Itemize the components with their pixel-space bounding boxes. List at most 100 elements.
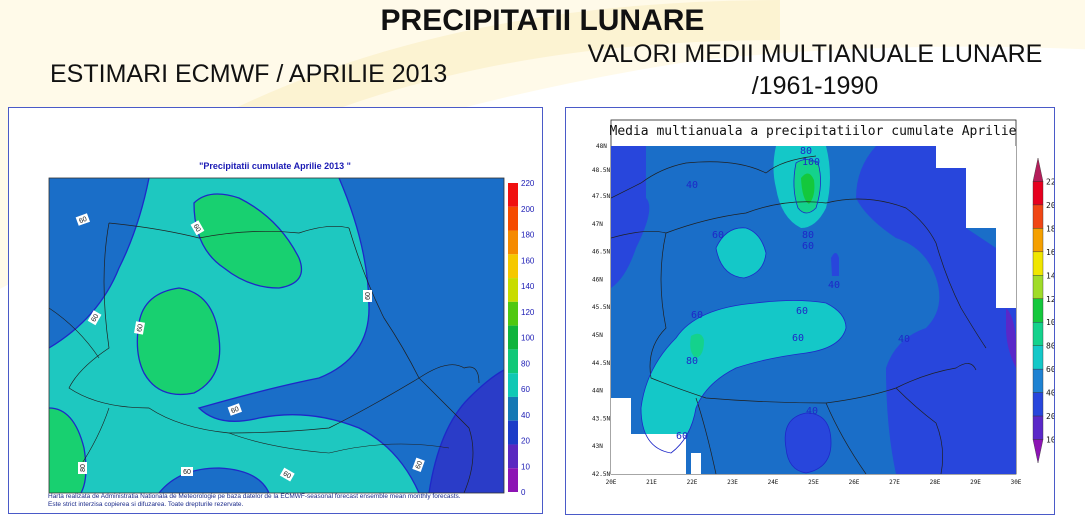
lon-label: 30E (1011, 479, 1022, 486)
legend-swatch (508, 301, 518, 326)
contour-label: 80 (802, 230, 814, 241)
band-60-80-north (194, 194, 302, 288)
country-borders-right (611, 198, 987, 474)
legend-swatch (508, 373, 518, 397)
lat-label: 43.5N (592, 415, 610, 422)
lon-label: 23E (727, 479, 738, 486)
legend-label: 120 (521, 308, 535, 317)
contour-label: 80 (800, 146, 812, 157)
contour-label: 80 (80, 464, 87, 472)
page-title: PRECIPITATII LUNARE (380, 4, 705, 37)
right-heading-line2: /1961-1990 (751, 72, 879, 100)
legend-swatch (1032, 439, 1044, 464)
contour-label: 60 (676, 431, 688, 442)
lat-label: 44N (592, 388, 603, 395)
legend-label: 10 (521, 462, 530, 471)
legend-label: 100 (1046, 318, 1054, 327)
contour-label: 40 (686, 180, 698, 191)
band-40-60-east (199, 178, 504, 493)
left-map-heading: ESTIMARI ECMWF / APRILIE 2013 (50, 60, 448, 88)
right-map-field (611, 146, 1016, 474)
legend-label: 160 (1046, 248, 1054, 257)
contour-label: 60 (183, 469, 191, 476)
legend-label: 80 (521, 359, 530, 368)
lon-label: 27E (889, 479, 900, 486)
contour-label: 40 (828, 280, 840, 291)
legend-label: 180 (521, 231, 535, 240)
contour-label: 60 (792, 333, 804, 344)
band-20-40-southeast (429, 370, 504, 493)
legend-swatch (1032, 275, 1044, 299)
contour-label: 60 (282, 470, 292, 480)
legend-swatch (1032, 228, 1044, 253)
lon-label: 20E (606, 479, 617, 486)
legend-label: 100 (521, 334, 535, 343)
country-borders (68, 222, 480, 493)
lon-label: 26E (849, 479, 860, 486)
lon-label: 21E (646, 479, 657, 486)
lat-label: 46.5N (592, 249, 610, 256)
legend-label: 220 (521, 179, 535, 188)
lon-label: 25E (808, 479, 819, 486)
legend-swatch (1032, 368, 1044, 393)
left-map-title: "Precipitatii cumulate Aprilie 2013 " (199, 161, 351, 171)
right-map-legend: 220 200 180 160 140 120 100 80 60 40 20 10 (1032, 157, 1061, 464)
left-map-panel: "Precipitatii cumulate Aprilie 2013 " (8, 107, 543, 514)
right-heading-line1: VALORI MEDII MULTIANUALE LUNARE (587, 40, 1043, 68)
legend-swatch (508, 444, 518, 469)
legend-swatch (1032, 181, 1044, 206)
credit-line-2: Este strict interzisa copierea si difuza… (48, 501, 244, 508)
band-40-60-west (49, 178, 149, 348)
left-map-credit: Harta realizata de Administratia Nationa… (48, 493, 538, 509)
legend-swatch (508, 278, 518, 302)
lat-label: 45.5N (592, 304, 610, 311)
legend-label: 0 (521, 488, 526, 497)
lat-label: 43N (592, 443, 603, 450)
legend-label: 160 (521, 256, 535, 265)
band-60-80-southwest (49, 408, 86, 493)
band-60-80-center (137, 288, 220, 395)
legend-label: 60 (1046, 365, 1054, 374)
legend-label: 10 (1046, 436, 1054, 445)
legend-swatch (1032, 157, 1044, 182)
left-map-field (49, 178, 504, 493)
legend-swatch (1032, 392, 1044, 417)
lat-label: 44.5N (592, 360, 610, 367)
legend-swatch (1032, 322, 1044, 346)
contour-label: 60 (78, 216, 88, 225)
latitude-labels: 48N 48.5N 47.5N 47N 46.5N 46N 45.5N 45N 44.5N 44N… (592, 143, 610, 478)
legend-label: 200 (1046, 201, 1054, 210)
contour-label: 60 (712, 230, 724, 241)
lat-label: 48N (596, 143, 607, 150)
contour-label: 60 (415, 460, 424, 470)
legend-label: 40 (521, 411, 530, 420)
legend-label: 20 (521, 437, 530, 446)
contour-label: 40 (806, 406, 818, 417)
legend-swatch (508, 325, 518, 350)
legend-swatch (1032, 298, 1044, 323)
legend-swatch (508, 420, 518, 445)
lat-label: 47N (592, 221, 603, 228)
legend-swatch (508, 468, 518, 492)
left-contour-labels: 60 60 60 60 60 60 60 60 60 80 80 (75, 213, 425, 482)
credit-line-1: Harta realizata de Administratia Nationa… (48, 493, 461, 500)
lon-label: 28E (930, 479, 941, 486)
legend-label: 200 (521, 205, 535, 214)
legend-swatch (1032, 415, 1044, 440)
contour-label: 60 (192, 223, 202, 233)
legend-swatch (1032, 204, 1044, 229)
contour-label: 80 (686, 356, 698, 367)
contour-label: 60 (136, 324, 144, 333)
right-map-heading: VALORI MEDII MULTIANUALE LUNARE /1961-19… (570, 38, 1060, 102)
legend-swatch (508, 396, 518, 421)
legend-label: 60 (521, 385, 530, 394)
legend-label: 120 (1046, 295, 1054, 304)
contour-label: 60 (365, 292, 372, 300)
longitude-labels: 20E 21E 22E 23E 24E 25E 26E 27E 28E 29E 30E (606, 479, 1022, 486)
contour-label: 60 (230, 406, 240, 415)
legend-swatch (508, 183, 518, 207)
legend-label: 20 (1046, 412, 1054, 421)
legend-swatch (1032, 345, 1044, 370)
lat-label: 42.5N (592, 471, 610, 478)
legend-swatch (508, 254, 518, 279)
